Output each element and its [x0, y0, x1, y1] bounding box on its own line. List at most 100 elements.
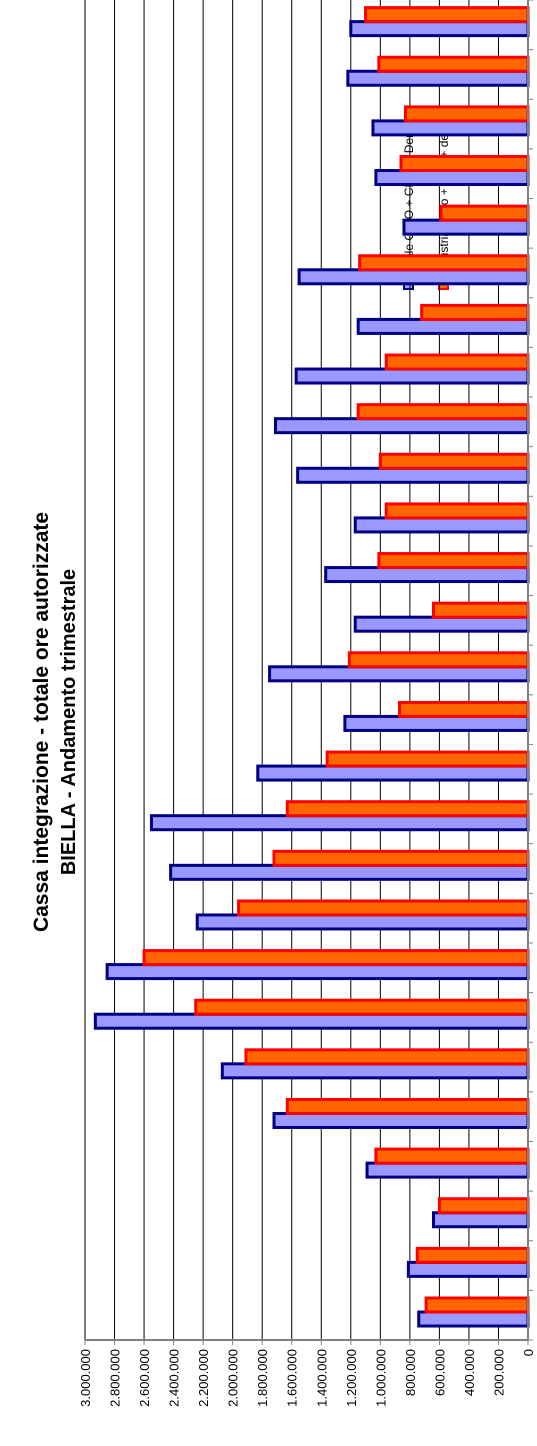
- legend-label-series-1: Totale CIGO + CIGS + Deroga: [402, 114, 416, 276]
- bar-series-1: [273, 417, 530, 435]
- category-group: [272, 1097, 530, 1129]
- category-group: [195, 899, 530, 931]
- bar-series-2: [356, 403, 530, 421]
- category-group: [353, 601, 530, 633]
- bar-series-2: [237, 899, 530, 917]
- bar-series-1: [431, 1211, 530, 1229]
- bar-series-1: [406, 1260, 530, 1278]
- bar-series-1: [169, 863, 530, 881]
- bar-series-1: [149, 814, 530, 832]
- bar-series-1: [297, 268, 530, 286]
- bar-series-1: [356, 317, 530, 335]
- bar-series-1: [256, 764, 530, 782]
- value-tick-label: 1.600.000: [285, 1349, 300, 1407]
- bar-series-2: [377, 552, 530, 570]
- value-tick-label: 2.600.000: [137, 1349, 152, 1407]
- bar-series-2: [244, 1048, 530, 1066]
- bar-series-1: [268, 665, 530, 683]
- bar-series-1: [105, 963, 530, 981]
- bar-series-2: [424, 1296, 530, 1314]
- bar-series-1: [296, 466, 530, 484]
- category-group: [294, 353, 530, 385]
- value-tick-label: 600.000: [432, 1349, 447, 1396]
- bar-series-1: [294, 367, 530, 385]
- category-group: [349, 6, 530, 38]
- value-tick-label: 3.000.000: [78, 1349, 93, 1407]
- bar-series-1: [371, 119, 530, 137]
- bar-series-2: [399, 155, 530, 173]
- bar-series-2: [347, 651, 530, 669]
- bar-series-2: [384, 353, 530, 371]
- category-group: [268, 651, 530, 683]
- bar-series-1: [324, 566, 530, 584]
- bar-series-2: [358, 254, 530, 272]
- category-group: [417, 1296, 530, 1328]
- bar-series-2: [272, 849, 530, 867]
- category-group: [431, 1197, 530, 1229]
- category-group: [343, 700, 530, 732]
- bar-series-1: [353, 615, 530, 633]
- bar-series-2: [384, 502, 530, 520]
- category-group: [297, 254, 530, 286]
- bar-series-1: [93, 1012, 530, 1030]
- category-group: [371, 105, 530, 137]
- value-tick-label: 0: [521, 1349, 536, 1356]
- value-tick-label: 800.000: [403, 1349, 418, 1396]
- value-tick-label: 1.000.000: [373, 1349, 388, 1407]
- bar-series-2: [374, 1147, 530, 1165]
- category-group: [296, 452, 530, 484]
- category-group: [169, 849, 530, 881]
- value-tick-label: 2.800.000: [108, 1349, 123, 1407]
- bar-series-1: [402, 218, 530, 236]
- bar-series-2: [439, 204, 530, 222]
- category-group: [346, 55, 530, 87]
- bar-series-1: [272, 1111, 530, 1129]
- axes: [84, 0, 533, 1345]
- chart-subtitle: BIELLA - Andamento trimestrale: [58, 569, 80, 875]
- bar-series-2: [325, 750, 530, 768]
- bar-series-2: [194, 998, 530, 1016]
- bar-series-1: [365, 1161, 530, 1179]
- bars: [93, 6, 530, 1328]
- bar-series-1: [349, 20, 530, 38]
- category-group: [324, 552, 530, 584]
- bar-series-2: [378, 452, 530, 470]
- category-group: [356, 303, 530, 335]
- value-tick-label: 1.400.000: [314, 1349, 329, 1407]
- bar-series-2: [420, 303, 530, 321]
- bar-series-2: [415, 1246, 530, 1264]
- category-group: [402, 204, 530, 236]
- category-group: [105, 949, 530, 981]
- category-group: [220, 1048, 530, 1080]
- category-group: [273, 403, 530, 435]
- bar-series-1: [346, 69, 530, 87]
- bar-series-2: [437, 1197, 530, 1215]
- bar-series-2: [403, 105, 530, 123]
- bar-series-2: [142, 949, 530, 967]
- value-tick-label: 2.400.000: [167, 1349, 182, 1407]
- bar-series-2: [431, 601, 530, 619]
- bar-series-2: [285, 1097, 530, 1115]
- category-group: [406, 1246, 530, 1278]
- value-tick-label: 400.000: [462, 1349, 477, 1396]
- bar-series-2: [364, 6, 530, 24]
- bar-series-2: [377, 55, 530, 73]
- value-axis-tick-labels: 3.000.000 2.800.000 2.600.000 2.400.000 2.20…: [78, 1349, 536, 1407]
- value-tick-label: 1.800.000: [255, 1349, 270, 1407]
- bar-series-1: [353, 516, 530, 534]
- bar-series-1: [220, 1062, 530, 1080]
- bar-series-1: [417, 1310, 530, 1328]
- bar-series-2: [285, 800, 530, 818]
- chart-title: Cassa integrazione - totale ore autorizz…: [30, 512, 53, 932]
- value-tick-label: 1.200.000: [344, 1349, 359, 1407]
- bar-series-2: [398, 700, 530, 718]
- value-tick-label: 200.000: [491, 1349, 506, 1396]
- value-tick-label: 2.200.000: [196, 1349, 211, 1407]
- category-group: [93, 998, 530, 1030]
- value-tick-label: 2.000.000: [226, 1349, 241, 1407]
- category-group: [353, 502, 530, 534]
- category-group: [374, 155, 530, 187]
- category-group: [365, 1147, 530, 1179]
- category-group: [256, 750, 530, 782]
